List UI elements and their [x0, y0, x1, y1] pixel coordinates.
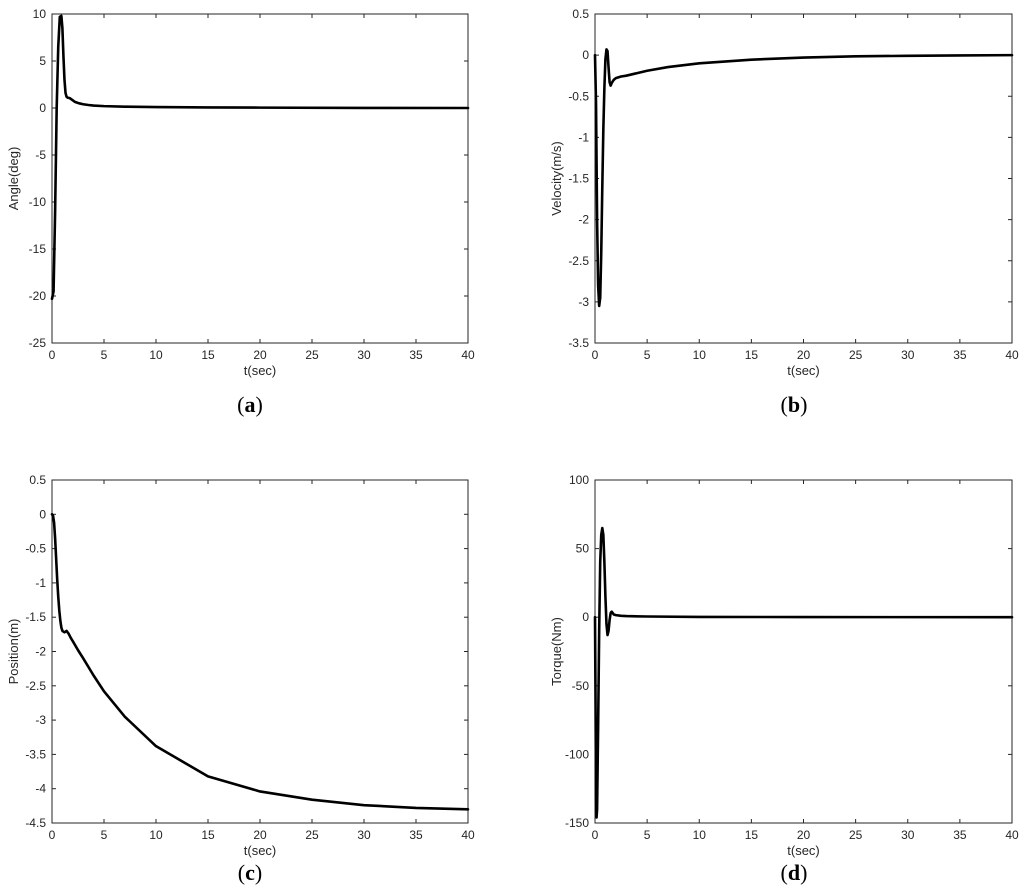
y-tick-label: -50 — [572, 679, 590, 693]
series-line-b — [593, 48, 1014, 308]
plot-frame — [51, 479, 469, 824]
x-tick-label: 10 — [693, 348, 707, 362]
x-tick-label: 5 — [644, 348, 651, 362]
panel-a: 0 5 10 15 20 25 30 35 40 -25 -20 -15 -10 -5 0 5 10 t(sec)… — [6, 7, 475, 417]
y-tick-label: -3 — [35, 713, 46, 727]
y-axis-label: Position(m) — [6, 619, 21, 685]
y-tick-label: -1 — [578, 130, 589, 144]
panel-caption: (b) — [781, 392, 808, 417]
y-tick-label: -3.5 — [568, 336, 589, 350]
x-tick-label: 35 — [409, 348, 423, 362]
y-tick-label: 50 — [576, 542, 590, 556]
x-axis-label: t(sec) — [244, 363, 277, 378]
x-tick-label: 35 — [953, 828, 967, 842]
y-tick-label: -2 — [35, 645, 46, 659]
y-tick-label: -150 — [565, 816, 589, 830]
y-tick-label: -5 — [35, 148, 46, 162]
x-tick-label: 25 — [849, 828, 863, 842]
y-tick-label: -3.5 — [25, 747, 46, 761]
x-axis-label: t(sec) — [787, 363, 820, 378]
panel-caption-letter: b — [788, 392, 800, 417]
x-tick-label: 0 — [592, 348, 599, 362]
x-tick-label: 5 — [101, 828, 108, 842]
x-tick-label: 15 — [201, 348, 215, 362]
x-tick-label: 30 — [357, 348, 371, 362]
y-tick-label: 0.5 — [29, 473, 46, 487]
y-tick-label: 10 — [33, 7, 47, 21]
x-tick-label: 0 — [49, 348, 56, 362]
y-tick-label: -0.5 — [25, 542, 46, 556]
x-tick-label: 40 — [1005, 828, 1019, 842]
y-tick-label: -2 — [578, 213, 589, 227]
y-tick-label: -2.5 — [568, 254, 589, 268]
y-tick-label: -20 — [29, 289, 47, 303]
panel-caption-letter: a — [245, 392, 256, 417]
x-tick-label: 15 — [745, 828, 759, 842]
x-tick-label: 15 — [745, 348, 759, 362]
x-tick-label: 40 — [461, 828, 475, 842]
x-tick-label: 10 — [693, 828, 707, 842]
x-tick-label: 20 — [797, 828, 811, 842]
x-tick-label: 30 — [901, 828, 915, 842]
x-axis-label: t(sec) — [787, 843, 820, 858]
series-line-c — [50, 512, 470, 811]
x-tick-label: 25 — [849, 348, 863, 362]
x-tick-label: 10 — [149, 348, 163, 362]
y-tick-label: 0.5 — [572, 7, 589, 21]
y-tick-label: -1 — [35, 576, 46, 590]
y-tick-label: -25 — [29, 336, 47, 350]
y-tick-label: -15 — [29, 242, 47, 256]
x-tick-label: 25 — [305, 828, 319, 842]
y-tick-label: -1.5 — [25, 610, 46, 624]
panel-caption: (c) — [238, 860, 262, 885]
y-tick-label: -4 — [35, 782, 46, 796]
x-tick-label: 0 — [49, 828, 56, 842]
series-line-d — [593, 526, 1014, 819]
y-tick-label: -10 — [29, 195, 47, 209]
panel-d: 0 5 10 15 20 25 30 35 40 -150 -100 -50 0 50 100 t(sec) T… — [549, 473, 1019, 885]
x-tick-label: 30 — [901, 348, 915, 362]
y-tick-label: -3 — [578, 295, 589, 309]
x-tick-label: 20 — [253, 828, 267, 842]
panel-caption-letter: d — [788, 860, 800, 885]
y-tick-label: 0 — [582, 48, 589, 62]
panel-caption-letter: c — [245, 860, 255, 885]
y-tick-label: -0.5 — [568, 89, 589, 103]
x-tick-label: 10 — [149, 828, 163, 842]
y-tick-label: -1.5 — [568, 172, 589, 186]
panel-caption: (d) — [781, 860, 808, 885]
x-tick-label: 0 — [592, 828, 599, 842]
y-axis-label: Angle(deg) — [6, 147, 21, 211]
y-tick-label: -100 — [565, 747, 589, 761]
x-tick-label: 5 — [101, 348, 108, 362]
y-tick-label: 0 — [39, 101, 46, 115]
y-tick-label: 0 — [39, 507, 46, 521]
x-tick-label: 30 — [357, 828, 371, 842]
x-tick-label: 25 — [305, 348, 319, 362]
y-tick-label: -2.5 — [25, 679, 46, 693]
series-line-a — [50, 14, 470, 301]
plot-frame — [594, 13, 1013, 344]
plot-frame — [51, 13, 469, 344]
x-tick-label: 5 — [644, 828, 651, 842]
x-tick-label: 40 — [1005, 348, 1019, 362]
x-tick-label: 40 — [461, 348, 475, 362]
y-tick-label: -4.5 — [25, 816, 46, 830]
x-axis-label: t(sec) — [244, 843, 277, 858]
y-tick-label: 5 — [39, 54, 46, 68]
x-tick-label: 35 — [953, 348, 967, 362]
y-tick-label: 100 — [569, 473, 589, 487]
panel-c: 0 5 10 15 20 25 30 35 40 -4.5 -4 -3.5 -3 -2.5 -2 -1.5 -1… — [6, 473, 475, 885]
x-tick-label: 35 — [409, 828, 423, 842]
panel-caption: (a) — [237, 392, 263, 417]
panel-b: 0 5 10 15 20 25 30 35 40 -3.5 -3 -2.5 -2 -1.5 -1 -0.5 0 0… — [549, 7, 1019, 417]
x-tick-label: 20 — [253, 348, 267, 362]
y-axis-label: Velocity(m/s) — [549, 141, 564, 215]
plot-frame — [594, 479, 1013, 824]
x-tick-label: 20 — [797, 348, 811, 362]
y-tick-label: 0 — [582, 610, 589, 624]
x-tick-label: 15 — [201, 828, 215, 842]
y-axis-label: Torque(Nm) — [549, 617, 564, 686]
